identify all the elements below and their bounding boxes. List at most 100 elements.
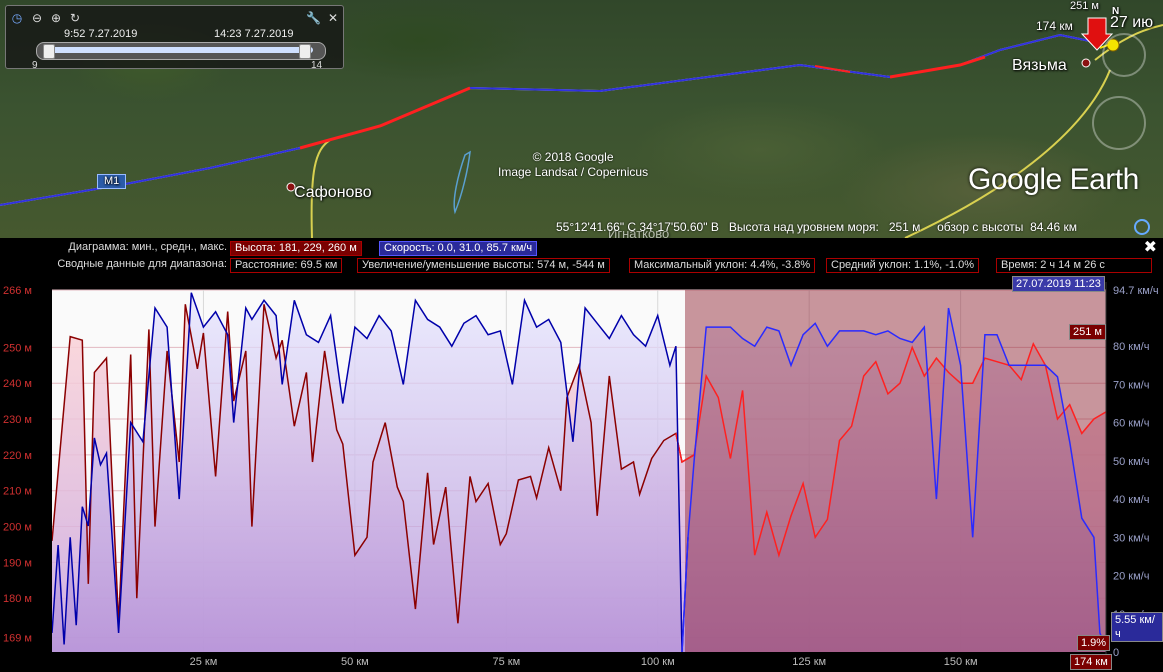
elevation-line — [52, 304, 695, 624]
compass-north-icon[interactable]: N — [1112, 6, 1120, 17]
road-yellow-2 — [904, 69, 1111, 238]
place-label-vyazma[interactable]: Вязьма — [1012, 57, 1067, 74]
end-handle[interactable] — [299, 44, 311, 59]
close-icon[interactable]: ✕ — [327, 11, 339, 25]
speed-stats-box[interactable]: Скорость: 0.0, 31.0, 85.7 км/ч — [379, 241, 538, 256]
elevation-tick-label: 266 м — [3, 285, 32, 297]
place-dot-safonovo — [286, 182, 296, 192]
current-speed-tag: 5.55 км/ч — [1111, 612, 1163, 642]
elevation-tick-label: 230 м — [3, 414, 32, 426]
position-marker-icon[interactable] — [1080, 17, 1114, 51]
loading-status-icon — [1134, 219, 1150, 235]
distance-tick-label: 50 км — [341, 656, 369, 668]
range-summary-label: Сводные данные для диапазона: — [57, 258, 227, 270]
distance-tick-label: 125 км — [792, 656, 826, 668]
logo-earth-text: Earth — [1069, 163, 1140, 196]
distance-tick-label: 25 км — [190, 656, 218, 668]
distance-tick-label: 75 км — [492, 656, 520, 668]
gain-loss-box: Увеличение/уменьшение высоты: 574 м, -54… — [357, 258, 610, 273]
look-control-ring[interactable] — [1102, 33, 1146, 77]
road-yellow-1 — [310, 139, 331, 238]
elevation-value: 251 м — [888, 220, 921, 234]
speed-tick-label: 0 — [1113, 647, 1119, 659]
elevation-tick-label: 220 м — [3, 450, 32, 462]
elevation-tick-label: 190 м — [3, 557, 32, 569]
reset-range-icon[interactable]: ↻ — [69, 11, 81, 25]
marker-date-label: 27 ию — [1110, 14, 1154, 31]
start-number: 9 — [32, 60, 38, 71]
route-climb-3 — [814, 65, 851, 73]
end-time: 14:23 7.27.2019 — [214, 28, 294, 40]
speed-line-selected — [681, 307, 1106, 652]
chart-stats-label: Диаграмма: мин., средн., макс. — [68, 241, 227, 253]
speed-line — [52, 292, 689, 652]
place-label-ignatkovo: Игнатково — [608, 226, 670, 238]
max-slope-box: Максимальный уклон: 4.4%, -3.8% — [629, 258, 816, 273]
elevation-tick-label: 240 м — [3, 378, 32, 390]
time-slider-range — [47, 47, 313, 53]
elevation-tick-label: 180 м — [3, 593, 32, 605]
eye-altitude-value: 84.46 км — [1030, 220, 1077, 234]
status-bar: 55°12'41.66" С 34°17'50.60" В Высота над… — [556, 220, 1077, 234]
close-profile-icon[interactable]: ✖ — [1143, 239, 1157, 256]
speed-tick-label: 94.7 км/ч — [1113, 285, 1159, 297]
zoom-in-icon[interactable]: ⊕ — [50, 11, 62, 25]
marker-distance-label: 174 км — [1036, 19, 1073, 33]
distance-box: Расстояние: 69.5 км — [230, 258, 343, 273]
map-view[interactable]: M1 Сафоново Вязьма Игнатково 251 м 174 к… — [0, 0, 1163, 238]
speed-area — [52, 292, 1106, 652]
settings-wrench-icon[interactable]: 🔧 — [306, 11, 321, 25]
imagery-credit: © 2018 Google Image Landsat / Copernicus — [498, 150, 648, 180]
google-earth-logo: Google Earth — [968, 163, 1139, 197]
summary-row-range: Сводные данные для диапазона: Расстояние… — [0, 258, 1163, 273]
place-dot-vyazma — [1081, 58, 1091, 68]
eye-altitude-label: обзор с высоты — [937, 220, 1024, 234]
current-date-tag: 27.07.2019 11:23 — [1012, 276, 1105, 292]
elevation-stats-box[interactable]: Высота: 181, 229, 260 м — [230, 241, 362, 256]
clock-icon[interactable]: ◷ — [11, 11, 23, 25]
current-km-tag: 174 км — [1070, 654, 1112, 670]
start-handle[interactable] — [43, 44, 55, 59]
river — [453, 150, 471, 215]
elevation-speed-chart[interactable]: 266 м 250 м 240 м 230 м 220 м 210 м 200 м 190 м… — [0, 275, 1163, 672]
speed-tick-label: 40 км/ч — [1113, 494, 1149, 506]
distance-tick-label: 100 км — [641, 656, 675, 668]
route-climb-2 — [889, 55, 986, 79]
marker-elevation-label: 251 м — [1070, 0, 1099, 12]
current-slope-tag: 1.9% — [1077, 635, 1111, 651]
logo-google-text: Google — [968, 163, 1062, 196]
elevation-line-selected — [675, 341, 1106, 558]
end-number: 14 — [311, 60, 323, 71]
route-climb-1 — [299, 86, 471, 150]
elevation-tick-label: 200 м — [3, 522, 32, 534]
credit-line-1: © 2018 Google — [532, 150, 614, 164]
chart-axes: 266 м 250 м 240 м 230 м 220 м 210 м 200 м 190 м… — [3, 285, 1159, 668]
zoom-out-icon[interactable]: ⊖ — [31, 11, 43, 25]
summary-row-chart: Диаграмма: мин., средн., макс. Высота: 1… — [0, 241, 1163, 256]
speed-tick-label: 70 км/ч — [1113, 379, 1149, 391]
cursor-coordinates: 55°12'41.66" С 34°17'50.60" В — [556, 220, 719, 234]
selected-range[interactable] — [685, 290, 1106, 652]
map-overlay — [0, 17, 1163, 238]
time-slider-track[interactable] — [36, 42, 326, 60]
credit-line-2: Image Landsat / Copernicus — [498, 165, 649, 179]
elevation-tick-label: 210 м — [3, 486, 32, 498]
time-box: Время: 2 ч 14 м 26 с — [996, 258, 1152, 273]
route-track — [0, 33, 1096, 206]
elevation-label: Высота над уровнем моря: — [728, 220, 879, 234]
avg-slope-box: Средний уклон: 1.1%, -1.0% — [826, 258, 979, 273]
speed-tick-label: 50 км/ч — [1113, 456, 1149, 468]
elevation-tick-label: 169 м — [3, 633, 32, 645]
speed-tick-label: 80 км/ч — [1113, 341, 1149, 353]
road-shield-m1: M1 — [97, 174, 127, 189]
current-elevation-tag: 251 м — [1069, 324, 1106, 340]
distance-tick-label: 150 км — [944, 656, 978, 668]
speed-tick-label: 30 км/ч — [1113, 532, 1149, 544]
place-label-safonovo[interactable]: Сафоново — [294, 184, 372, 201]
time-slider-panel: ◷ ⊖ ⊕ ↻ 🔧 ✕ 9:52 7.27.2019 14:23 7.27.20… — [5, 5, 344, 71]
speed-tick-label: 60 км/ч — [1113, 418, 1149, 430]
speed-tick-label: 20 км/ч — [1113, 571, 1149, 583]
start-time: 9:52 7.27.2019 — [64, 28, 138, 40]
elevation-tick-label: 250 м — [3, 342, 32, 354]
move-control-ring[interactable] — [1092, 96, 1146, 150]
